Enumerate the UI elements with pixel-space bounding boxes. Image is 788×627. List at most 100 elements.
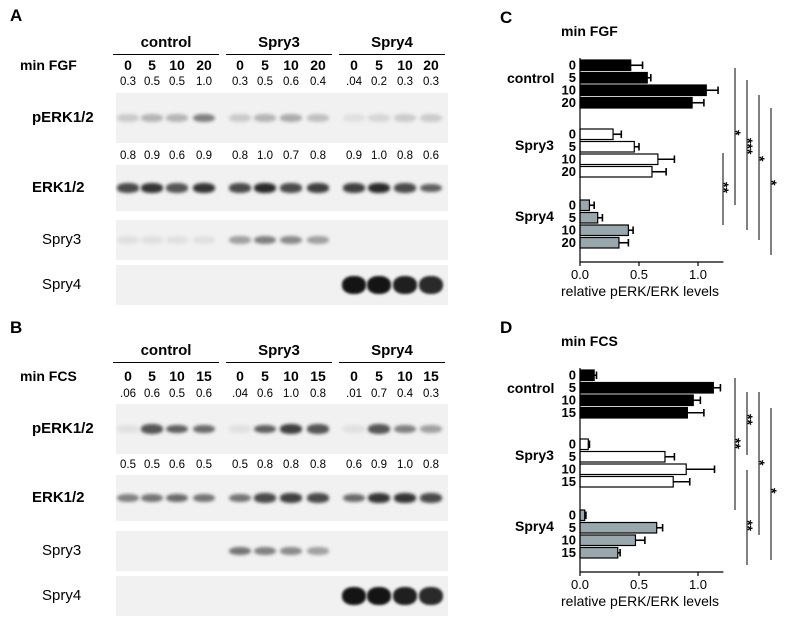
category-label: 10 xyxy=(562,393,576,408)
category-label: 20 xyxy=(562,164,576,179)
perk-quant-value: 0.8 xyxy=(310,388,326,400)
time-point-label: 10 xyxy=(283,368,299,384)
blot-band xyxy=(254,114,276,122)
perk-quant-value: 0.3 xyxy=(423,76,439,88)
group-label: control xyxy=(507,380,554,396)
perk-quant-value: 0.5 xyxy=(144,76,160,88)
perk-quant-value: 0.5 xyxy=(257,76,273,88)
category-label: 5 xyxy=(569,70,576,85)
blot-band xyxy=(343,493,365,503)
group-label: Spry4 xyxy=(515,518,554,534)
blot-band xyxy=(254,546,276,556)
erk-quant-value: 0.8 xyxy=(310,150,326,162)
bar xyxy=(579,128,614,141)
group-label: Spry3 xyxy=(515,447,554,463)
x-axis-label: relative pERK/ERK levels xyxy=(561,283,719,299)
time-point-label: 15 xyxy=(196,368,212,384)
erk-quant-value: 0.5 xyxy=(232,459,248,471)
category-label: 5 xyxy=(569,449,576,464)
blot-strip xyxy=(116,531,448,571)
perk-quant-value: 0.6 xyxy=(283,76,299,88)
perk-quant-value: 0.6 xyxy=(196,388,212,400)
blot-strip xyxy=(116,576,448,616)
blot-row-label: pERK1/2 xyxy=(32,420,94,437)
erk-quant-value: 0.7 xyxy=(283,150,299,162)
x-tick-label: 1.0 xyxy=(689,267,707,282)
blot-band xyxy=(280,546,302,556)
significance-mark: ** xyxy=(740,414,756,425)
x-tick-label: 0.5 xyxy=(630,267,648,282)
time-point-label: 15 xyxy=(423,368,439,384)
category-label: 0 xyxy=(569,368,576,383)
perk-quant-value: .01 xyxy=(346,388,362,400)
bar xyxy=(579,475,674,488)
time-axis-label: min FGF xyxy=(20,57,77,73)
blot-band xyxy=(393,587,417,605)
time-point-label: 20 xyxy=(310,57,326,73)
perk-quant-value: 0.3 xyxy=(397,76,413,88)
perk-quant-value: .04 xyxy=(232,388,248,400)
blot-band xyxy=(307,546,329,556)
perk-quant-value: .06 xyxy=(120,388,136,400)
group-header: Spry3 xyxy=(258,34,300,51)
perk-quant-value: 0.5 xyxy=(169,76,185,88)
time-point-label: 0 xyxy=(236,368,244,384)
blot-band xyxy=(307,424,329,434)
blot-band xyxy=(342,587,366,605)
blot-band xyxy=(166,424,188,434)
category-label: 5 xyxy=(569,210,576,225)
blot-band xyxy=(343,114,365,122)
bar xyxy=(579,59,632,72)
blot-band xyxy=(141,183,163,193)
blot-band xyxy=(342,276,366,294)
significance-mark: * xyxy=(728,130,744,136)
significance-mark: ** xyxy=(716,182,732,193)
group-underline xyxy=(226,362,332,364)
blot-band xyxy=(419,276,443,294)
time-point-label: 20 xyxy=(423,57,439,73)
category-label: 5 xyxy=(569,520,576,535)
blot-band xyxy=(307,183,329,193)
category-label: 15 xyxy=(562,405,576,420)
time-point-label: 5 xyxy=(148,368,156,384)
erk-quant-value: 0.8 xyxy=(310,459,326,471)
category-label: 15 xyxy=(562,474,576,489)
category-label: 0 xyxy=(569,437,576,452)
blot-band xyxy=(193,113,215,123)
category-label: 10 xyxy=(562,152,576,167)
blot-strip xyxy=(116,265,448,305)
time-point-label: 15 xyxy=(310,368,326,384)
blot-row-label: Spry4 xyxy=(42,276,82,293)
erk-quant-value: 0.5 xyxy=(196,459,212,471)
blot-strip xyxy=(116,404,448,454)
erk-quant-value: 0.8 xyxy=(423,459,439,471)
blot-band xyxy=(117,493,139,503)
significance-mark: * xyxy=(752,156,768,162)
group-header: control xyxy=(140,34,192,51)
blot-band xyxy=(141,424,163,434)
time-point-label: 0 xyxy=(350,368,358,384)
blot-band xyxy=(307,235,329,245)
significance-mark: * xyxy=(764,488,780,494)
bar xyxy=(579,463,687,476)
category-label: 10 xyxy=(562,83,576,98)
bar xyxy=(579,381,714,394)
perk-quant-value: 1.0 xyxy=(283,388,299,400)
perk-quant-value: 0.7 xyxy=(371,388,387,400)
blot-band xyxy=(193,183,215,193)
bar xyxy=(579,199,591,212)
erk-quant-value: 0.6 xyxy=(169,459,185,471)
panel-letter-a: A xyxy=(10,6,23,25)
blot-band xyxy=(166,493,188,503)
blot-band xyxy=(254,235,276,245)
blot-band xyxy=(420,424,442,434)
bar xyxy=(579,224,629,237)
group-label: Spry4 xyxy=(515,208,554,224)
erk-quant-value: 1.0 xyxy=(371,150,387,162)
time-point-label: 5 xyxy=(375,368,383,384)
blot-band xyxy=(229,235,251,245)
significance-mark: ** xyxy=(740,520,756,531)
perk-quant-value: 0.6 xyxy=(257,388,273,400)
time-point-label: 10 xyxy=(169,57,185,73)
perk-quant-value: 0.3 xyxy=(120,76,136,88)
